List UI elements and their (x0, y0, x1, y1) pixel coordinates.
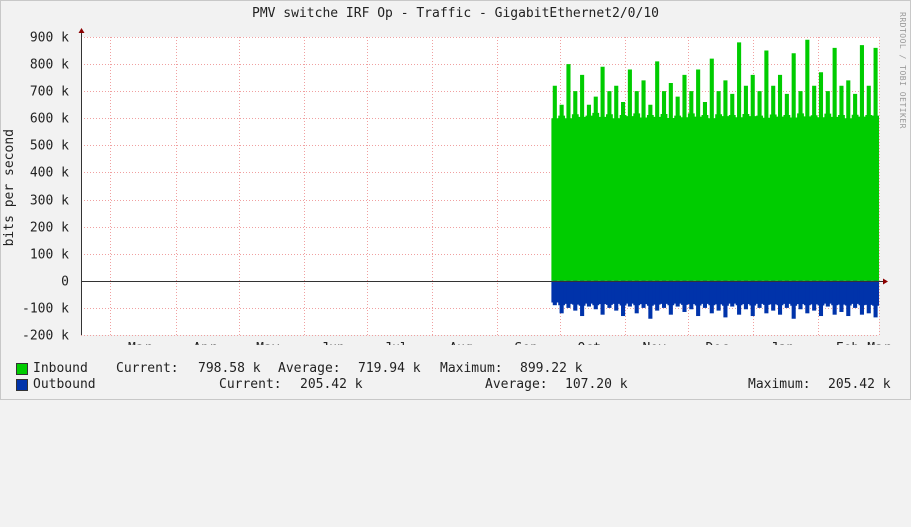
inbound-series (551, 39, 879, 281)
x-tick-label: Sep (514, 341, 538, 345)
inbound-average-label: Average: (278, 361, 341, 376)
x-tick-label: Aug (449, 341, 472, 345)
x-tick-label: Oct (577, 341, 600, 345)
inbound-current-value: 798.58 k (198, 361, 261, 376)
tick-labels: 900 k 800 k 700 k 600 k 500 k 400 k 300 k 200 k… (22, 31, 891, 346)
rrdtool-watermark: RRDTOOL / TOBI OETIKER (898, 12, 907, 129)
series-areas (551, 39, 879, 319)
y-tick-label: 300 k (30, 194, 69, 209)
legend: Inbound Current: 798.58 k Average: 719.9… (16, 361, 891, 406)
inbound-swatch (16, 363, 28, 375)
axes (78, 28, 888, 335)
outbound-average-value: 107.20 k (565, 377, 628, 392)
x-tick-label: Dec (706, 341, 729, 345)
inbound-average-value: 719.94 k (358, 361, 421, 376)
legend-outbound-name: Outbound (33, 377, 96, 392)
y-tick-label: 200 k (30, 221, 69, 236)
outbound-maximum-label: Maximum: (748, 377, 811, 392)
y-tick-label: 700 k (30, 85, 69, 100)
y-tick-label: -200 k (22, 329, 69, 344)
x-tick-label: Jan (771, 341, 794, 345)
y-tick-label: 500 k (30, 139, 69, 154)
outbound-swatch (16, 379, 28, 391)
y-tick-label: 800 k (30, 58, 69, 73)
x-tick-label: May (256, 341, 280, 345)
y-tick-label: -100 k (22, 302, 69, 317)
x-tick-label: Apr (193, 341, 217, 345)
y-tick-label: 900 k (30, 31, 69, 46)
outbound-area (551, 280, 879, 306)
x-tick-label: Jun (321, 341, 344, 345)
inbound-maximum-label: Maximum: (440, 361, 503, 376)
y-tick-label: 400 k (30, 166, 69, 181)
outbound-maximum-value: 205.42 k (828, 377, 891, 392)
legend-row-inbound: Inbound Current: 798.58 k Average: 719.9… (16, 361, 896, 377)
legend-row-outbound: Outbound Current: 205.42 k Average: 107.… (16, 377, 896, 393)
y-tick-label: 0 (61, 275, 69, 290)
inbound-current-label: Current: (116, 361, 179, 376)
x-tick-label: Mar (128, 341, 152, 345)
x-axis-arrow (883, 278, 888, 285)
y-tick-label: 100 k (30, 248, 69, 263)
x-tick-label: Nov (643, 341, 667, 345)
inbound-maximum-value: 899.22 k (520, 361, 583, 376)
outbound-current-label: Current: (219, 377, 282, 392)
outbound-current-value: 205.42 k (300, 377, 363, 392)
x-tick-label: Mar (867, 341, 891, 345)
inbound-area (551, 112, 879, 281)
y-axis-arrow (78, 28, 85, 33)
y-tick-label: 600 k (30, 112, 69, 127)
chart-title: PMV switche IRF Op - Traffic - GigabitEt… (252, 6, 659, 21)
x-tick-label: Feb (836, 341, 860, 345)
x-tick-label: Jul (384, 341, 407, 345)
legend-inbound-name: Inbound (33, 361, 88, 376)
outbound-series (551, 280, 879, 319)
outbound-average-label: Average: (485, 377, 548, 392)
traffic-chart: 900 k 800 k 700 k 600 k 500 k 400 k 300 k 200 k… (22, 28, 891, 346)
